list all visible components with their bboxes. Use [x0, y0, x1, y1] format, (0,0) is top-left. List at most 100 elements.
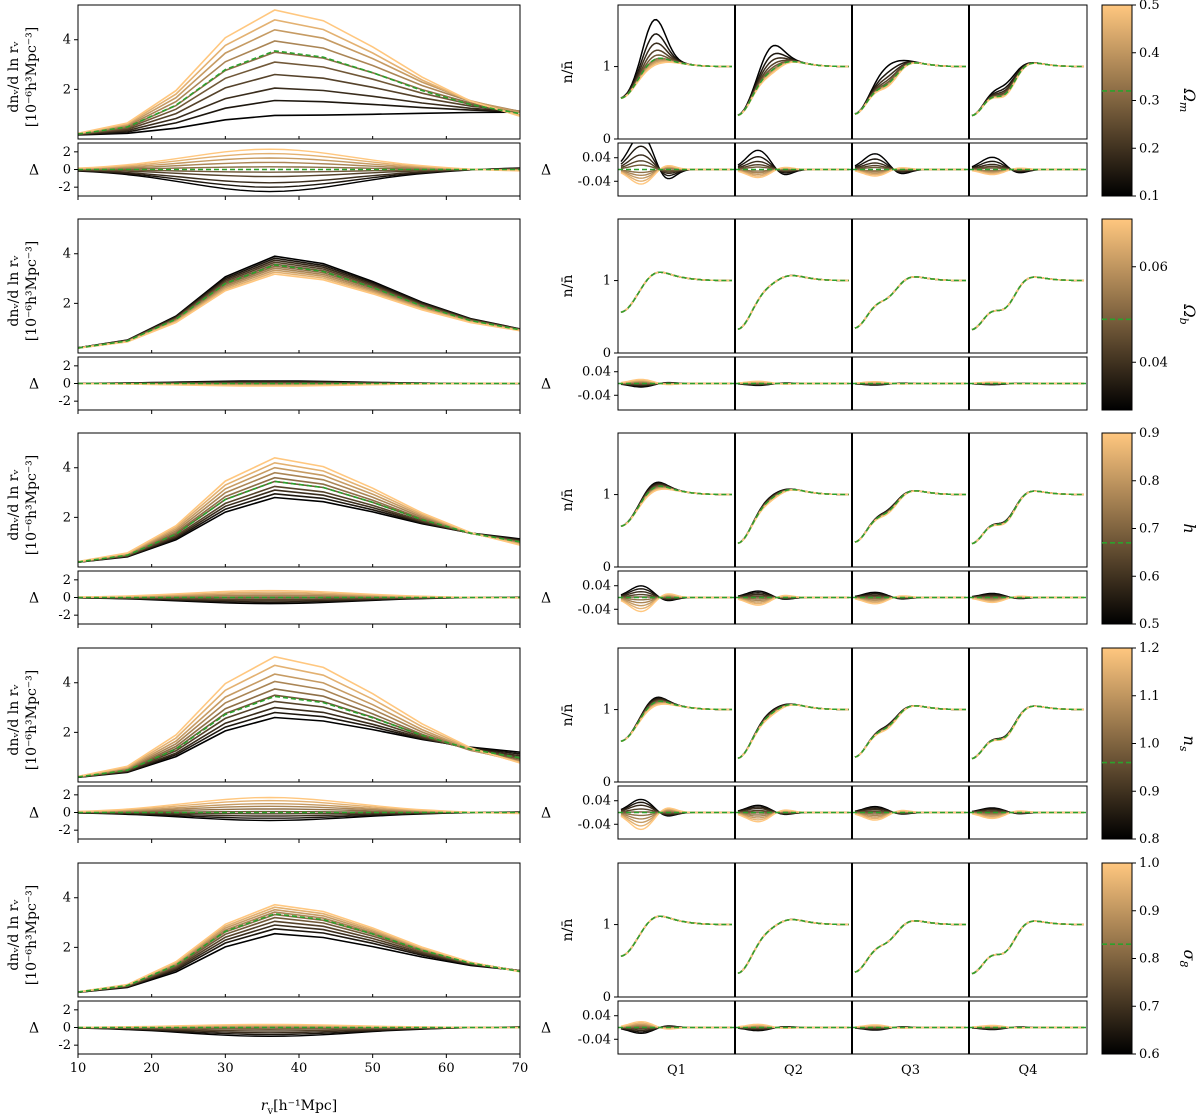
colorbar-param-label: Ωb	[1177, 303, 1199, 324]
colorbar-tick-label: 0.2	[1139, 141, 1160, 156]
profile-line	[737, 488, 849, 544]
res-y-tick-label: 2	[63, 1003, 71, 1018]
size-function-line	[78, 73, 520, 136]
profile-fiducial-line	[737, 703, 849, 759]
size-function-residual-axes: -2 0 2 10 20 30 40 50 60 70 Δ	[29, 1000, 528, 1076]
profile-line	[737, 703, 849, 759]
profile-line	[854, 276, 966, 329]
profile-fiducial-line	[620, 915, 732, 958]
colorbar-tick-label: 0.6	[1139, 1047, 1160, 1062]
size-function-line	[78, 655, 520, 778]
profile-fiducial-line	[620, 700, 732, 743]
colorbar: 0.1 0.2 0.3 0.4 0.5 Ωm	[1101, 0, 1199, 204]
residual-y-label: Δ	[29, 1021, 39, 1037]
profile-residual-curves	[852, 805, 969, 821]
profile-axes-Q4	[968, 647, 1088, 840]
profile-line	[737, 274, 849, 330]
profile-line	[737, 704, 849, 760]
profile-line	[737, 918, 849, 974]
profile-y-tick-label: 1	[603, 488, 611, 503]
residual-line	[78, 148, 520, 172]
x-tick-label: 10	[70, 1061, 87, 1076]
profile-axes-Q4	[968, 432, 1088, 625]
profile-line	[737, 918, 849, 974]
profile-line	[737, 488, 849, 544]
profile-line	[971, 490, 1084, 545]
profile-axes-Q2	[734, 218, 853, 411]
x-label-unit: [h⁻¹Mpc]	[273, 1098, 337, 1114]
size-function-fiducial-line	[78, 695, 520, 778]
profile-line	[854, 276, 966, 329]
profile-line	[854, 61, 966, 115]
profile-fiducial-line	[854, 276, 966, 329]
profile-residual-line	[737, 594, 849, 606]
profile-line	[854, 920, 966, 973]
profile-fiducial-line	[971, 705, 1084, 760]
profile-line	[737, 918, 849, 974]
profile-residual-curves	[618, 798, 735, 831]
profile-line	[854, 920, 966, 973]
profile-line	[620, 271, 732, 314]
profile-line	[737, 489, 849, 545]
profile-line	[620, 915, 732, 958]
size-function-curves	[78, 456, 520, 563]
profile-res-y-tick-label: -0.04	[578, 817, 611, 832]
profile-line	[737, 274, 849, 330]
profile-residual-curves	[969, 592, 1087, 604]
profile-y-label: n/n̄	[560, 704, 576, 727]
res-y-tick-label: -2	[58, 1038, 71, 1053]
profile-line	[971, 920, 1084, 975]
param-symbol: Ω	[1180, 303, 1199, 317]
profile-frame	[734, 862, 853, 998]
panel-row-2: 2 4 dnᵥ/d ln rᵥ [10⁻⁶h³Mpc⁻³] -2 0 2 Δ 0 1 n/n̄ 0.0…	[6, 218, 1199, 414]
profile-line	[854, 61, 966, 115]
profile-line	[620, 271, 732, 314]
profile-residual-curves	[969, 1024, 1087, 1031]
profile-axes-Q2: Q2	[734, 862, 853, 1078]
profile-curves	[971, 490, 1084, 545]
profile-line	[971, 276, 1084, 331]
profile-axes-Q1: 0 1 n/n̄ 0.04 -0.04 Δ	[541, 218, 736, 411]
profile-y-tick-label: 1	[603, 274, 611, 289]
profile-frame	[734, 4, 853, 140]
profile-line	[854, 705, 966, 758]
size-function-line	[78, 716, 520, 779]
size-function-axes: 2 4 dnᵥ/d ln rᵥ [10⁻⁶h³Mpc⁻³]	[6, 218, 521, 354]
profile-line	[854, 705, 966, 758]
profile-residual-curves	[852, 381, 969, 386]
profile-frame	[617, 218, 736, 354]
profile-frame	[734, 218, 853, 354]
profile-line	[854, 276, 966, 329]
profile-curves	[620, 271, 732, 314]
profile-frame	[617, 647, 736, 783]
res-y-tick-label: 0	[63, 1021, 71, 1036]
profile-line	[971, 62, 1084, 117]
profile-line	[971, 276, 1084, 331]
profile-axes-Q1: 0 1 n/n̄ 0.04 -0.04 Δ	[541, 647, 736, 840]
x-tick-label: 40	[291, 1061, 308, 1076]
profile-line	[620, 915, 732, 958]
profile-line	[620, 915, 732, 958]
profile-residual-curves	[618, 585, 735, 613]
profile-line	[971, 705, 1084, 760]
colorbar-gradient	[1101, 432, 1133, 625]
profile-line	[854, 490, 966, 543]
profile-residual-curves	[969, 807, 1087, 820]
profile-residual-line	[620, 1020, 732, 1030]
profile-line	[737, 703, 849, 759]
profile-line	[620, 915, 732, 958]
profile-line	[971, 490, 1084, 545]
profile-line	[620, 481, 732, 528]
profile-residual-curves	[969, 381, 1087, 386]
size-function-fiducial-line	[78, 264, 520, 349]
colorbar: 0.8 0.9 1.0 1.1 1.2 ns	[1101, 641, 1199, 847]
res-y-tick-label: 0	[63, 806, 71, 821]
y-label-line1: dnᵥ/d ln rᵥ	[6, 255, 22, 326]
profile-line	[971, 920, 1084, 975]
profile-line	[854, 920, 966, 973]
profile-axes-Q1: 0 1 n/n̄ 0.04 -0.04 Δ Q1	[541, 862, 736, 1078]
res-y-tick-label: 2	[63, 788, 71, 803]
profile-line	[737, 703, 849, 759]
y-label-line2: [10⁻⁶h³Mpc⁻³]	[24, 455, 40, 556]
profile-residual-y-label: Δ	[541, 377, 551, 393]
